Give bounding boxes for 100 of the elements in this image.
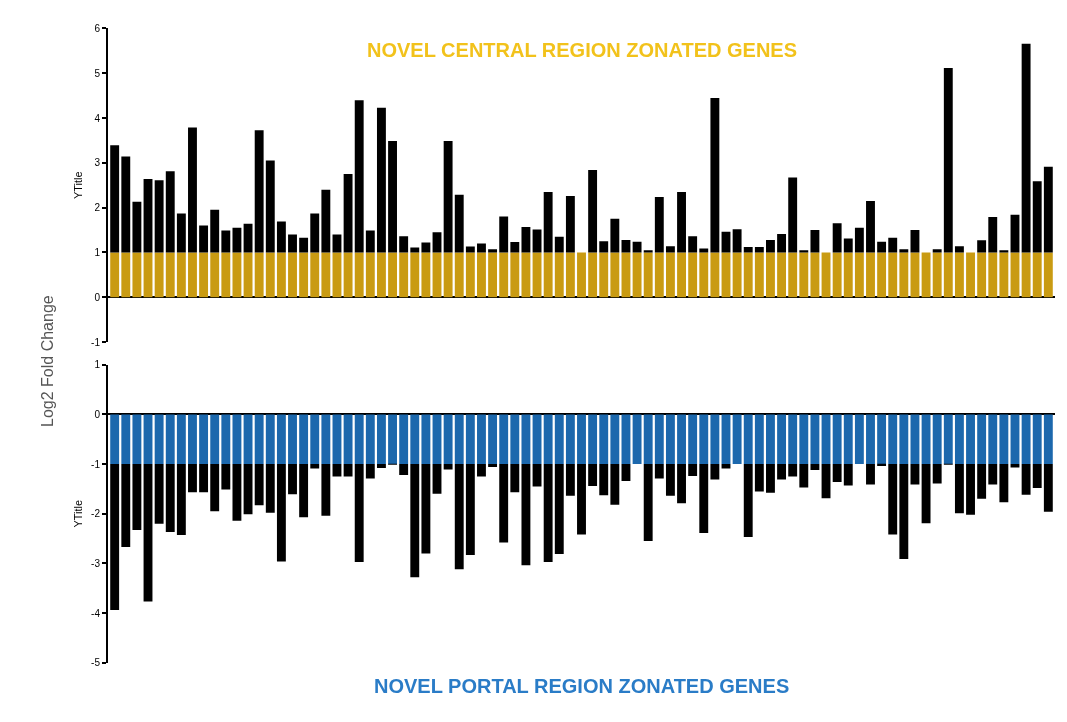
bar [899, 252, 909, 298]
text: Log2 Fold Change [38, 295, 56, 427]
bar [877, 241, 887, 253]
bar [410, 252, 420, 298]
bar [988, 217, 998, 253]
bar [454, 252, 464, 298]
y-tick-label: -2 [91, 508, 101, 520]
bar [376, 252, 386, 298]
bar [921, 252, 931, 298]
y-tick-label: 0 [94, 291, 101, 303]
bar [877, 252, 887, 298]
y-tick-label: -4 [91, 607, 101, 619]
bar [799, 250, 809, 253]
bar [254, 130, 264, 253]
bar [710, 97, 720, 253]
bar [766, 239, 775, 253]
bar [232, 252, 242, 298]
y-tick-label: 6 [94, 22, 101, 34]
bar [999, 252, 1009, 298]
y-tick-label: 5 [94, 67, 101, 79]
bar [610, 218, 620, 253]
bar [388, 252, 397, 298]
bar [743, 252, 753, 298]
bar [677, 191, 686, 253]
bar [354, 100, 364, 253]
bar [954, 246, 964, 253]
bar [688, 252, 698, 298]
bar [243, 223, 253, 253]
bar [732, 252, 742, 298]
bar [132, 252, 142, 298]
bar [643, 250, 653, 253]
bar [254, 252, 264, 298]
bar [943, 252, 953, 298]
bar [465, 252, 475, 298]
bar [1043, 166, 1053, 253]
bar [343, 252, 353, 298]
bar [966, 252, 975, 298]
bar [932, 252, 942, 298]
bar [777, 234, 787, 253]
bar [565, 252, 575, 298]
bar [532, 252, 542, 298]
bar [265, 252, 275, 298]
bar [243, 252, 253, 298]
bar [1043, 252, 1053, 298]
bar [365, 252, 375, 298]
bar [543, 252, 553, 298]
bar [810, 230, 820, 253]
bar [599, 252, 609, 298]
bar [588, 252, 598, 298]
bar [332, 252, 342, 298]
bar [866, 252, 875, 298]
bar [643, 252, 653, 298]
bar [210, 209, 220, 253]
bar [632, 252, 642, 298]
bar [521, 226, 531, 253]
bar [454, 194, 464, 253]
bar [610, 252, 620, 298]
bar [199, 225, 209, 253]
bar [854, 227, 864, 253]
text: NOVEL CENTRAL REGION ZONATED GENES [367, 39, 798, 61]
bar [632, 241, 642, 253]
bar [1032, 252, 1042, 298]
y-tick-label: 2 [94, 202, 101, 214]
bar [321, 252, 331, 298]
bar [399, 236, 409, 253]
bar [832, 223, 842, 253]
bar [165, 171, 175, 253]
bar [154, 180, 164, 253]
bar [288, 252, 297, 298]
y-tick-label: -1 [91, 336, 101, 348]
bar [299, 237, 309, 253]
bar [654, 252, 664, 298]
bar [488, 249, 498, 253]
y-tick-label: 1 [94, 246, 101, 258]
bar [977, 252, 987, 298]
bar [132, 201, 142, 253]
bar [732, 229, 742, 253]
bar [999, 250, 1009, 253]
y-axis-title: YTitle [72, 499, 85, 528]
bar [932, 249, 942, 253]
bar [232, 227, 242, 253]
bar [310, 252, 320, 298]
bar [477, 243, 486, 253]
bar [354, 252, 364, 298]
bar [477, 252, 486, 298]
bar [854, 252, 864, 298]
bar [188, 252, 197, 298]
bar [221, 252, 231, 298]
bar [121, 252, 131, 298]
bar [388, 140, 397, 253]
bar [688, 236, 698, 253]
bar [977, 240, 987, 253]
bar [121, 156, 131, 253]
bar [488, 252, 498, 298]
bar [654, 196, 664, 253]
bar [1021, 43, 1031, 253]
bar [777, 252, 787, 298]
bar [1010, 252, 1020, 298]
bar [510, 252, 520, 298]
bar [743, 247, 753, 253]
